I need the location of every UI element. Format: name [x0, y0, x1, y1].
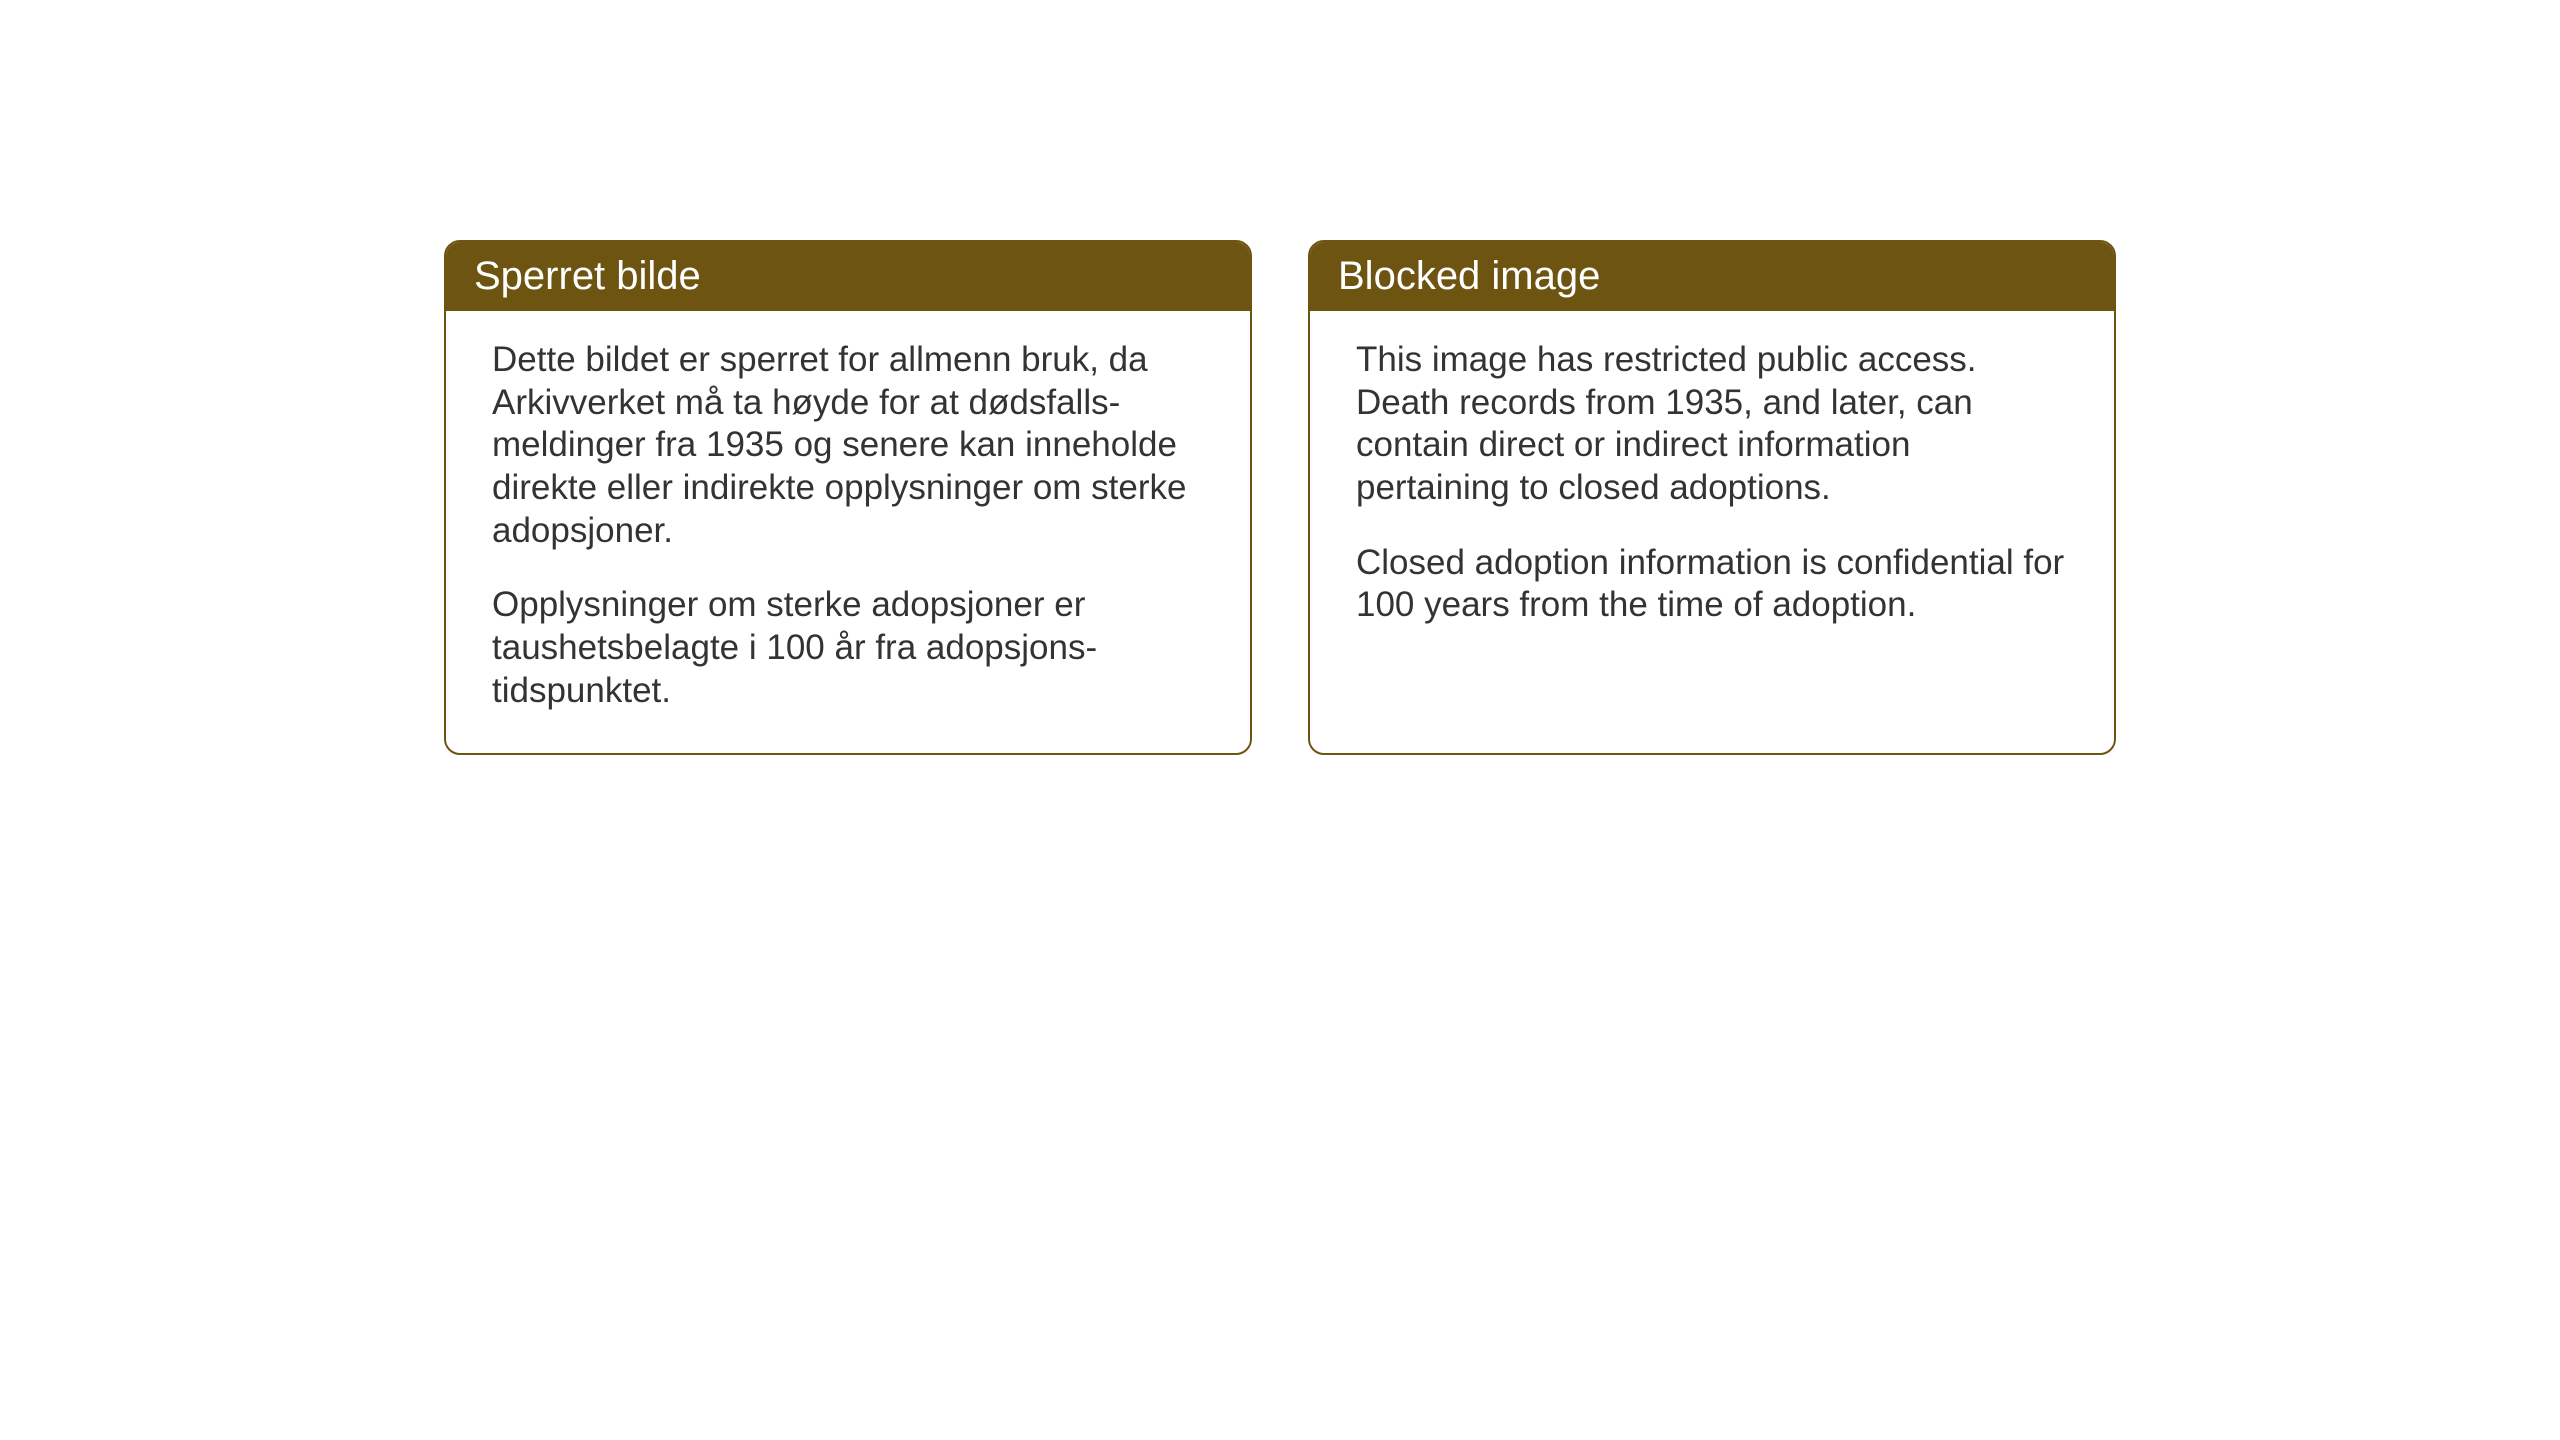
norwegian-notice-card: Sperret bilde Dette bildet er sperret fo… [444, 240, 1252, 755]
norwegian-paragraph-2: Opplysninger om sterke adopsjoner er tau… [492, 584, 1204, 712]
norwegian-card-body: Dette bildet er sperret for allmenn bruk… [446, 311, 1250, 753]
norwegian-paragraph-1: Dette bildet er sperret for allmenn bruk… [492, 339, 1204, 552]
english-notice-card: Blocked image This image has restricted … [1308, 240, 2116, 755]
english-paragraph-1: This image has restricted public access.… [1356, 339, 2068, 510]
english-card-title: Blocked image [1310, 242, 2114, 311]
notice-container: Sperret bilde Dette bildet er sperret fo… [444, 240, 2116, 755]
english-card-body: This image has restricted public access.… [1310, 311, 2114, 667]
norwegian-card-title: Sperret bilde [446, 242, 1250, 311]
english-paragraph-2: Closed adoption information is confident… [1356, 542, 2068, 627]
